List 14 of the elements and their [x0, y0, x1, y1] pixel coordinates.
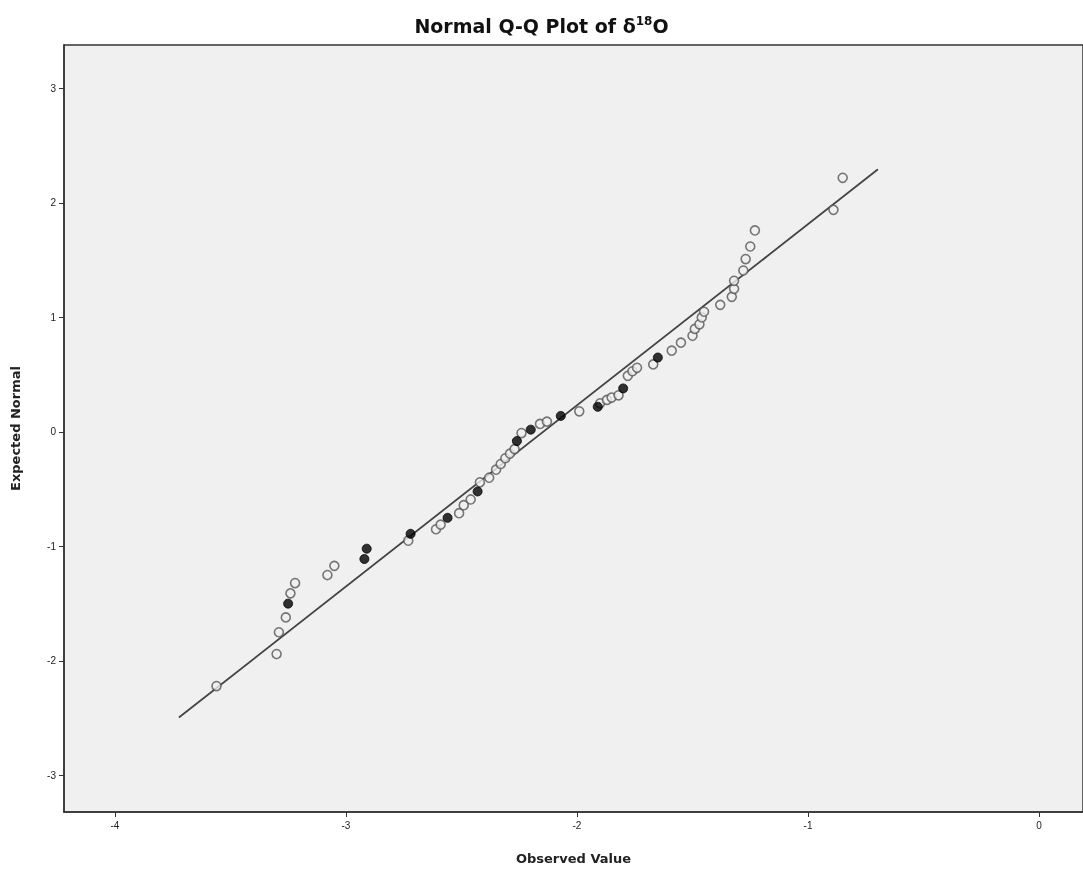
y-tick-label: -3 [47, 769, 57, 781]
x-tick-label: 0 [1036, 819, 1043, 831]
y-tick-label: -2 [47, 655, 57, 667]
y-tick-label: 0 [50, 426, 57, 438]
x-axis-title: Observed Value [515, 851, 632, 866]
x-tick-label: -2 [572, 819, 582, 831]
x-tick-label: -4 [110, 819, 120, 831]
y-tick-label: 3 [50, 83, 57, 94]
y-tick-label: 1 [50, 311, 57, 323]
y-tick-label: -1 [47, 540, 57, 552]
x-tick-label: -3 [341, 819, 351, 831]
y-tick-label: 2 [50, 197, 57, 209]
y-axis-title: Expected Normal [8, 366, 23, 491]
x-tick-label: -1 [803, 819, 813, 831]
